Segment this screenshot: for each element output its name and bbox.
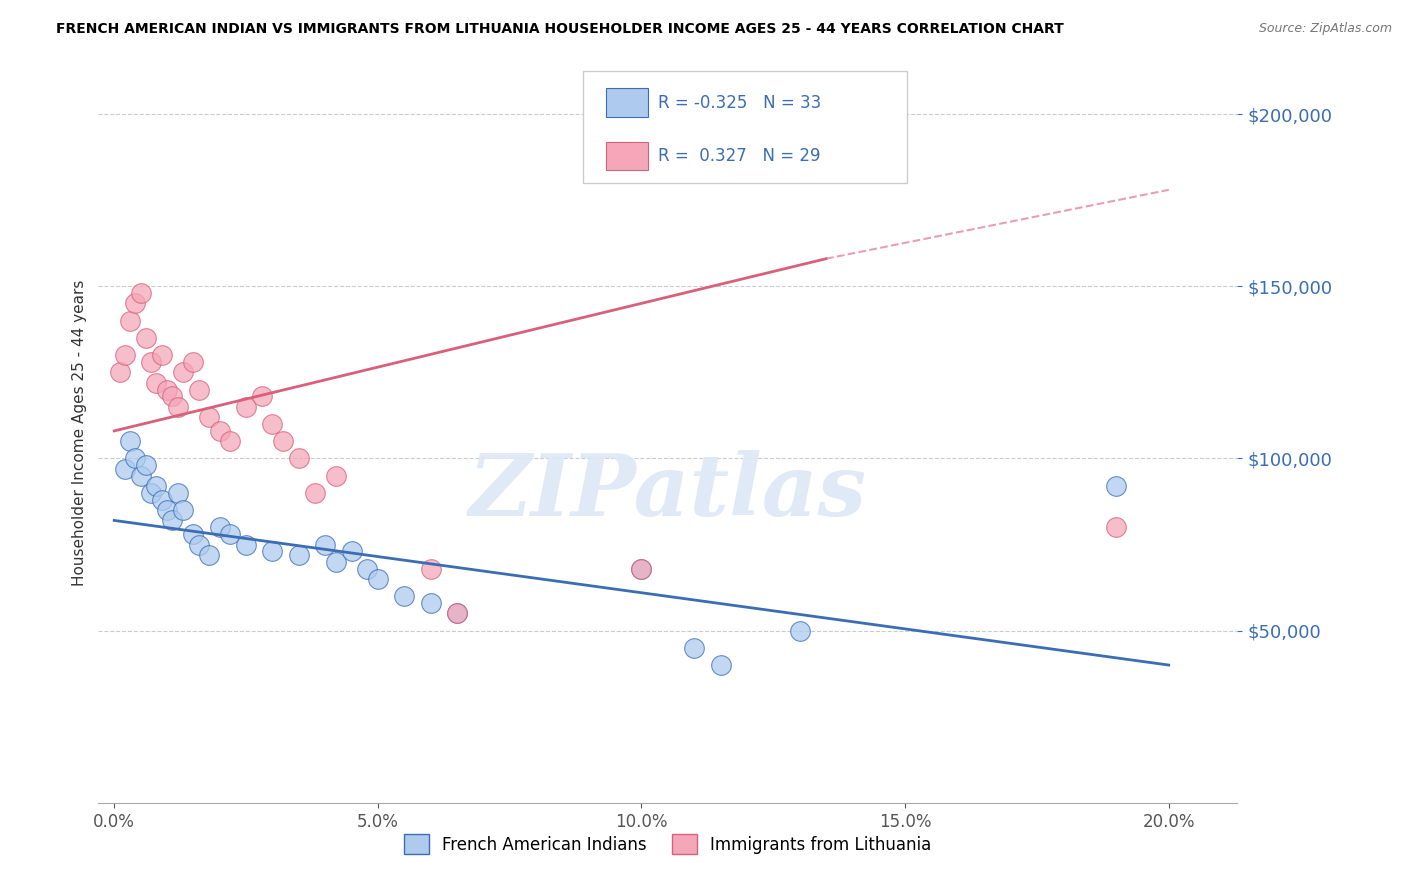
- Point: [262, 544, 284, 558]
- Point: [135, 331, 157, 345]
- Point: [129, 286, 152, 301]
- Point: [219, 527, 242, 541]
- Point: [208, 520, 231, 534]
- Point: [187, 537, 209, 551]
- Point: [187, 383, 209, 397]
- Point: [446, 607, 468, 621]
- Point: [141, 486, 163, 500]
- Point: [156, 503, 179, 517]
- Point: [394, 589, 416, 603]
- Point: [150, 348, 173, 362]
- Point: [219, 434, 242, 449]
- Point: [314, 537, 336, 551]
- Point: [271, 434, 294, 449]
- Point: [114, 348, 136, 362]
- Point: [108, 365, 131, 379]
- Point: [710, 658, 733, 673]
- Point: [262, 417, 284, 431]
- Y-axis label: Householder Income Ages 25 - 44 years: Householder Income Ages 25 - 44 years: [72, 279, 87, 586]
- Point: [156, 383, 179, 397]
- Point: [172, 365, 194, 379]
- Point: [166, 486, 188, 500]
- Point: [683, 640, 706, 655]
- Point: [198, 548, 221, 562]
- Point: [789, 624, 811, 638]
- Point: [135, 458, 157, 473]
- Point: [367, 572, 389, 586]
- Point: [124, 451, 146, 466]
- Point: [150, 492, 173, 507]
- Text: R =  0.327   N = 29: R = 0.327 N = 29: [658, 147, 821, 165]
- Point: [145, 479, 167, 493]
- Point: [124, 296, 146, 310]
- Point: [630, 561, 652, 575]
- Point: [120, 434, 141, 449]
- Point: [162, 513, 183, 527]
- Point: [235, 537, 257, 551]
- Point: [356, 561, 378, 575]
- Text: R = -0.325   N = 33: R = -0.325 N = 33: [658, 94, 821, 112]
- Point: [183, 355, 205, 369]
- Point: [145, 376, 167, 390]
- Point: [1105, 520, 1128, 534]
- Point: [183, 527, 205, 541]
- Point: [288, 548, 311, 562]
- Point: [198, 410, 221, 425]
- Text: ZIPatlas: ZIPatlas: [468, 450, 868, 533]
- Point: [120, 314, 141, 328]
- Point: [304, 486, 326, 500]
- Point: [419, 596, 441, 610]
- Point: [325, 468, 347, 483]
- Point: [235, 400, 257, 414]
- Point: [446, 607, 468, 621]
- Point: [250, 389, 273, 403]
- Point: [166, 400, 188, 414]
- Point: [288, 451, 311, 466]
- Point: [325, 555, 347, 569]
- Point: [1105, 479, 1128, 493]
- Point: [114, 462, 136, 476]
- Point: [172, 503, 194, 517]
- Point: [630, 561, 652, 575]
- Text: Source: ZipAtlas.com: Source: ZipAtlas.com: [1258, 22, 1392, 36]
- Point: [129, 468, 152, 483]
- Point: [162, 389, 183, 403]
- Point: [141, 355, 163, 369]
- Point: [419, 561, 441, 575]
- Point: [208, 424, 231, 438]
- Text: FRENCH AMERICAN INDIAN VS IMMIGRANTS FROM LITHUANIA HOUSEHOLDER INCOME AGES 25 -: FRENCH AMERICAN INDIAN VS IMMIGRANTS FRO…: [56, 22, 1064, 37]
- Legend: French American Indians, Immigrants from Lithuania: French American Indians, Immigrants from…: [398, 828, 938, 861]
- Point: [340, 544, 363, 558]
